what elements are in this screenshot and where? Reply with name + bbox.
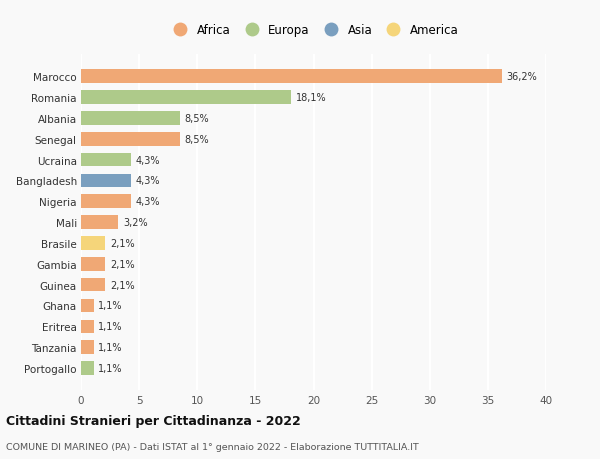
Text: 1,1%: 1,1% (98, 301, 123, 311)
Text: 2,1%: 2,1% (110, 238, 134, 248)
Text: 2,1%: 2,1% (110, 280, 134, 290)
Bar (81, 153, 131, 167)
Text: 8,5%: 8,5% (184, 114, 209, 123)
Text: 1,1%: 1,1% (98, 342, 123, 353)
Text: 1,1%: 1,1% (98, 322, 123, 331)
Text: 4,3%: 4,3% (136, 176, 160, 186)
Bar (81, 257, 106, 271)
Bar (81, 91, 292, 105)
Bar (81, 299, 94, 313)
Text: 2,1%: 2,1% (110, 259, 134, 269)
Text: 3,2%: 3,2% (123, 218, 148, 228)
Text: 4,3%: 4,3% (136, 197, 160, 207)
Text: 4,3%: 4,3% (136, 155, 160, 165)
Text: 18,1%: 18,1% (296, 93, 326, 103)
Text: 8,5%: 8,5% (184, 134, 209, 145)
Bar (81, 133, 180, 146)
Text: 36,2%: 36,2% (506, 72, 537, 82)
Bar (81, 195, 131, 208)
Text: 1,1%: 1,1% (98, 363, 123, 373)
Bar (81, 70, 502, 84)
Bar (81, 112, 180, 125)
Legend: Africa, Europa, Asia, America: Africa, Europa, Asia, America (165, 21, 462, 41)
Bar (81, 237, 106, 250)
Bar (81, 341, 94, 354)
Text: Cittadini Stranieri per Cittadinanza - 2022: Cittadini Stranieri per Cittadinanza - 2… (6, 414, 301, 428)
Bar (81, 278, 106, 292)
Bar (81, 216, 118, 230)
Bar (81, 361, 94, 375)
Bar (81, 320, 94, 333)
Text: COMUNE DI MARINEO (PA) - Dati ISTAT al 1° gennaio 2022 - Elaborazione TUTTITALIA: COMUNE DI MARINEO (PA) - Dati ISTAT al 1… (6, 442, 419, 451)
Bar (81, 174, 131, 188)
